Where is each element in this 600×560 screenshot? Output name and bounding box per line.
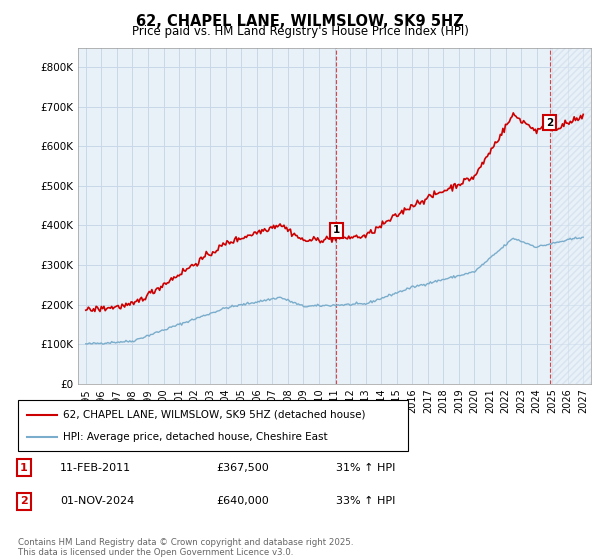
Text: £367,500: £367,500 <box>216 463 269 473</box>
Text: £640,000: £640,000 <box>216 496 269 506</box>
Text: 1: 1 <box>333 226 340 235</box>
Text: 01-NOV-2024: 01-NOV-2024 <box>60 496 134 506</box>
Text: HPI: Average price, detached house, Cheshire East: HPI: Average price, detached house, Ches… <box>63 432 328 442</box>
Text: 33% ↑ HPI: 33% ↑ HPI <box>336 496 395 506</box>
Text: 62, CHAPEL LANE, WILMSLOW, SK9 5HZ (detached house): 62, CHAPEL LANE, WILMSLOW, SK9 5HZ (deta… <box>63 409 365 419</box>
Text: 11-FEB-2011: 11-FEB-2011 <box>60 463 131 473</box>
Text: 2: 2 <box>20 496 28 506</box>
Text: Price paid vs. HM Land Registry's House Price Index (HPI): Price paid vs. HM Land Registry's House … <box>131 25 469 38</box>
Text: 62, CHAPEL LANE, WILMSLOW, SK9 5HZ: 62, CHAPEL LANE, WILMSLOW, SK9 5HZ <box>136 14 464 29</box>
Text: 31% ↑ HPI: 31% ↑ HPI <box>336 463 395 473</box>
Text: 1: 1 <box>20 463 28 473</box>
Text: 2: 2 <box>546 118 553 128</box>
Text: Contains HM Land Registry data © Crown copyright and database right 2025.
This d: Contains HM Land Registry data © Crown c… <box>18 538 353 557</box>
